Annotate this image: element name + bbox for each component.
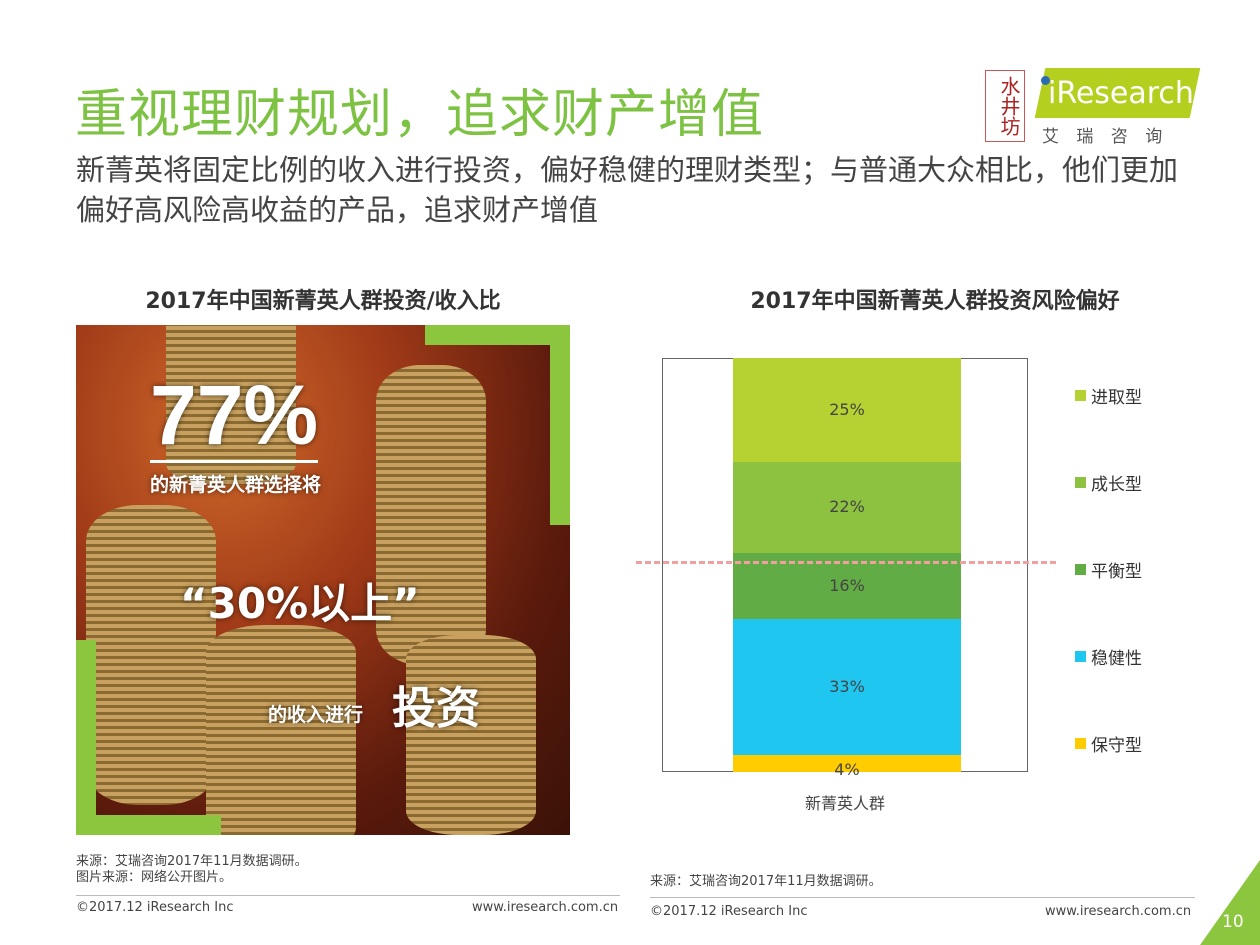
divider: [650, 897, 1195, 898]
legend-label: 平衡型: [1091, 562, 1142, 582]
big-percent: 77%: [150, 368, 319, 463]
bar-segment-3: [733, 461, 961, 553]
logo-dot-icon: [1041, 76, 1050, 85]
legend-item: 成长型: [1075, 470, 1142, 495]
overlay-line1: 的新菁英人群选择将: [150, 474, 322, 496]
legend-label: 进取型: [1091, 388, 1142, 408]
logo-cn: 艾 瑞 咨 询: [1042, 127, 1169, 147]
right-chart-title: 2017年中国新菁英人群投资风险偏好: [750, 289, 1120, 314]
right-source: 来源：艾瑞咨询2017年11月数据调研。: [650, 874, 882, 889]
image-source: 图片来源：网络公开图片。: [76, 870, 233, 885]
data-label: 25%: [829, 399, 865, 419]
legend-swatch: [1075, 390, 1086, 401]
legend-swatch: [1075, 477, 1086, 488]
corner-bracket: [76, 815, 221, 835]
coins-photo: [76, 325, 570, 835]
corner-bracket: [76, 640, 96, 835]
legend-label: 保守型: [1091, 736, 1142, 756]
legend-label: 稳健性: [1091, 649, 1142, 669]
bar-segment-1: [733, 618, 961, 756]
left-source: 来源：艾瑞咨询2017年11月数据调研。: [76, 854, 308, 869]
corner-bracket: [425, 325, 570, 345]
divider: [76, 895, 620, 896]
url-right: www.iresearch.com.cn: [1045, 904, 1192, 919]
corner-bracket: [550, 325, 570, 525]
x-tick-label: 新菁英人群: [804, 794, 885, 813]
data-label: 33%: [829, 677, 865, 697]
logo-brand: iResearch: [1048, 76, 1194, 111]
left-chart-title: 2017年中国新菁英人群投资/收入比: [145, 289, 501, 314]
url-left: www.iresearch.com.cn: [472, 900, 619, 915]
page-corner: [1200, 860, 1260, 945]
page-subtitle: 新菁英将固定比例的收入进行投资，偏好稳健的理财类型；与普通大众相比，他们更加偏好…: [76, 153, 1179, 227]
bar-segment-0: [733, 755, 961, 772]
legend-item: 进取型: [1075, 383, 1142, 408]
copyright-right: ©2017.12 iResearch Inc: [650, 904, 808, 919]
legend-swatch: [1075, 564, 1086, 575]
data-label: 4%: [834, 760, 860, 779]
sponsor-logo: 水井坊: [985, 70, 1025, 142]
data-label: 16%: [829, 575, 865, 595]
legend-item: 保守型: [1075, 731, 1142, 756]
legend-item: 稳健性: [1075, 644, 1142, 669]
legend-swatch: [1075, 738, 1086, 749]
legend-swatch: [1075, 651, 1086, 662]
overlay-line2a: 的收入进行: [268, 704, 364, 726]
data-label: 22%: [829, 497, 865, 517]
copyright-left: ©2017.12 iResearch Inc: [76, 900, 234, 915]
reference-line: [636, 560, 1056, 564]
overlay-line2b: 投资: [392, 683, 480, 734]
legend-item: 平衡型: [1075, 557, 1142, 582]
page-title: 重视理财规划，追求财产增值: [75, 85, 765, 145]
overlay-quote: “30%以上”: [180, 579, 420, 628]
page-number: 10: [1222, 912, 1244, 932]
bar-segment-4: [733, 358, 961, 462]
legend-label: 成长型: [1091, 475, 1142, 495]
